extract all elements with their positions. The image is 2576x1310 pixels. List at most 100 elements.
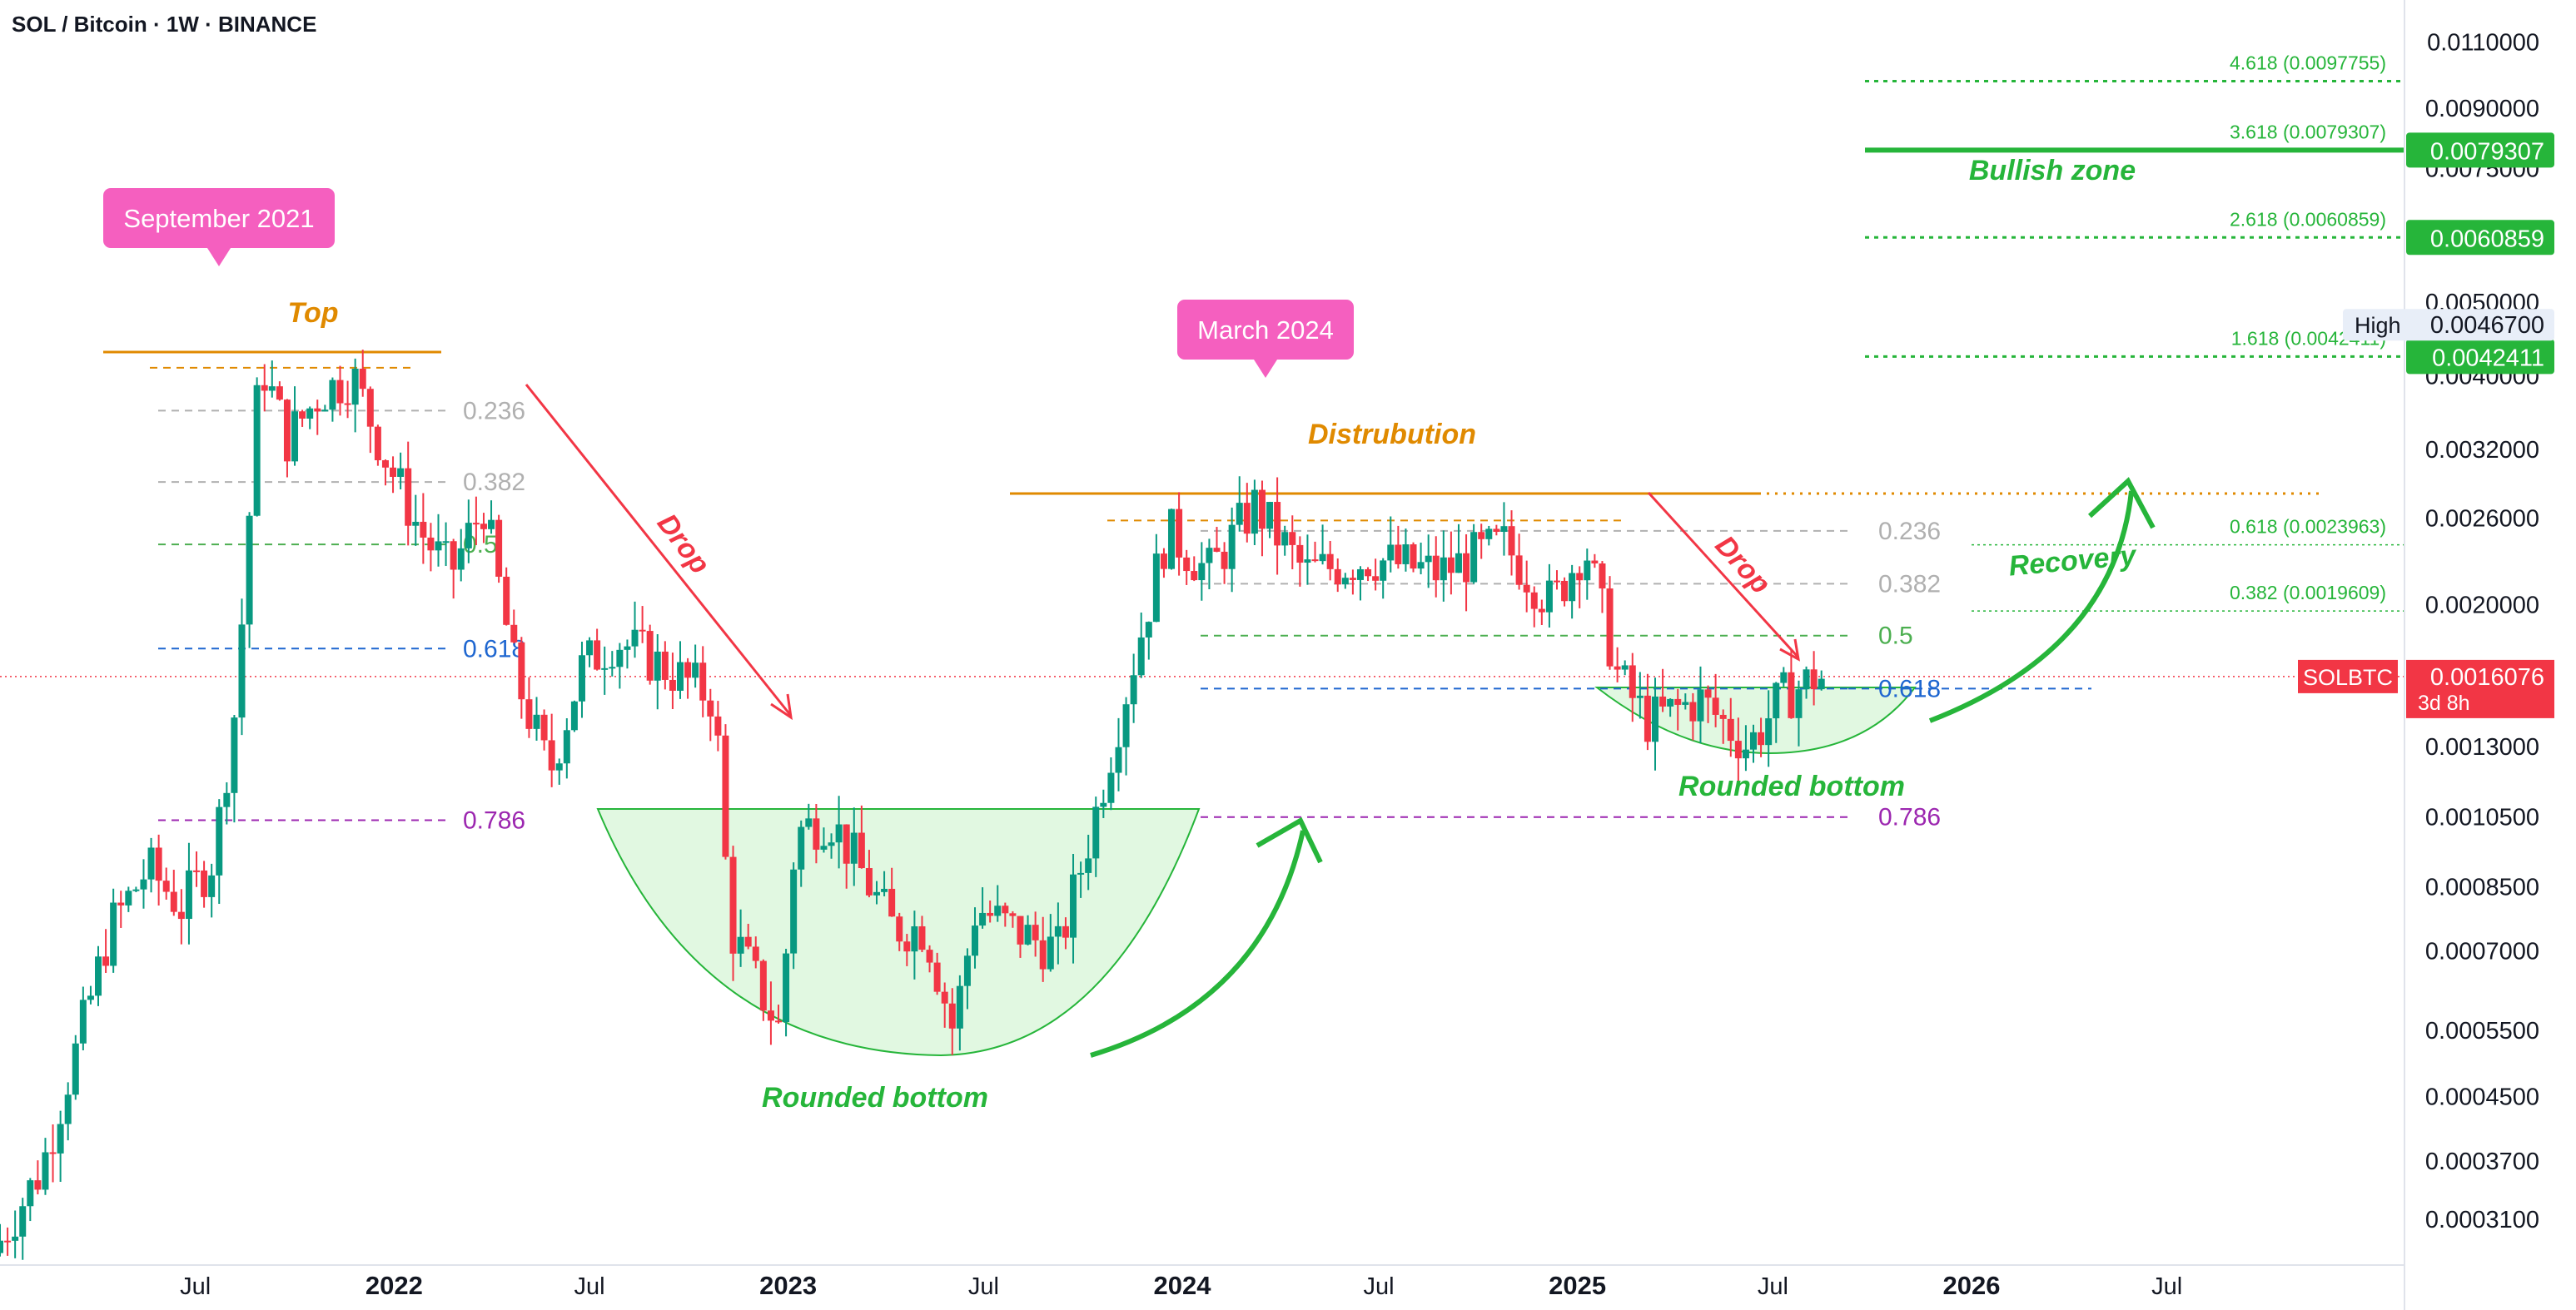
candle-body — [72, 1043, 79, 1095]
price-tick-label: 0.0003700 — [2425, 1149, 2539, 1175]
candle-body — [828, 842, 835, 846]
time-tick-label: Jul — [2151, 1273, 2182, 1300]
candle-body — [1009, 913, 1017, 916]
recovery-arrow-2-head — [2087, 477, 2156, 529]
candle-body — [1289, 532, 1296, 545]
candle-body — [843, 824, 850, 864]
fib-extension-label: 0.618 (0.0023963) — [2230, 516, 2386, 538]
candle-body — [1734, 741, 1742, 759]
candle-body — [616, 649, 624, 667]
candle-body — [472, 523, 480, 525]
candle-body — [578, 655, 585, 702]
march-2024-callout-pointer — [1254, 360, 1277, 378]
candle-body — [321, 409, 329, 412]
candle-body — [1523, 584, 1530, 593]
candle-body — [1092, 806, 1100, 859]
price-label-box — [2406, 339, 2554, 375]
candle-body — [563, 730, 570, 764]
time-tick-label: 2025 — [1549, 1271, 1606, 1300]
candle-body — [268, 386, 276, 391]
fib-left-label: 0.236 — [463, 397, 525, 424]
candle-body — [1145, 622, 1152, 638]
candle-body — [926, 950, 933, 963]
candle-body — [1750, 732, 1758, 750]
candle-body — [185, 870, 192, 920]
candle-body — [261, 385, 268, 391]
september-2021-callout-pointer — [207, 248, 231, 266]
candle-body — [1576, 573, 1584, 581]
candle-body — [1425, 555, 1432, 563]
candle-body — [1115, 747, 1122, 773]
candle-body — [314, 408, 321, 412]
current-price-text: 0.0016076 — [2430, 664, 2544, 691]
price-label-box — [2406, 132, 2554, 168]
candle-body — [555, 763, 563, 771]
high-label-tag: High — [2355, 313, 2401, 338]
candle-body — [19, 1206, 27, 1237]
candle-body — [405, 468, 412, 526]
price-axis[interactable]: 0.01100000.00900000.00750000.00600000.00… — [2298, 0, 2554, 1310]
candle-body — [1122, 704, 1130, 747]
recovery-arrow-2 — [1928, 490, 2134, 723]
candle-body — [858, 832, 865, 869]
candle-body — [336, 380, 344, 404]
candle-body — [783, 953, 790, 1023]
price-tick-label: 0.0026000 — [2425, 505, 2539, 532]
candle-body — [594, 640, 601, 670]
candle-body — [669, 679, 676, 691]
candle-body — [639, 629, 646, 632]
candle-body — [987, 912, 994, 916]
candle-body — [1682, 702, 1689, 705]
candle-body — [231, 717, 238, 793]
time-axis[interactable]: Jul 2022 Jul 2023 Jul 2024 Jul 2025 Jul 2026 Jul — [0, 1264, 2404, 1300]
time-tick-label: Jul — [180, 1273, 211, 1300]
fib-mid-label: 0.786 — [1878, 804, 1941, 831]
fib-left-label: 0.786 — [463, 807, 525, 835]
candle-body — [1304, 559, 1311, 563]
candle-body — [1765, 718, 1773, 746]
candle-body — [1629, 665, 1636, 698]
candle-body — [1440, 557, 1447, 581]
candle-body — [87, 995, 94, 1000]
price-tick-label: 0.0013000 — [2425, 734, 2539, 761]
candle-body — [888, 888, 896, 917]
fib-extension-label: 4.618 (0.0097755) — [2230, 52, 2386, 73]
price-tick-label: 0.0003100 — [2425, 1207, 2539, 1233]
candle-body — [767, 1010, 774, 1021]
candle-body — [1659, 696, 1667, 707]
candle-body — [480, 524, 487, 529]
candle-body — [1326, 553, 1334, 569]
candle-body — [57, 1124, 64, 1154]
candle-body — [1296, 544, 1304, 563]
candle-body — [692, 662, 699, 678]
candle-body — [147, 847, 155, 880]
candle-body — [813, 818, 820, 850]
candle-body — [1727, 718, 1734, 742]
candle-body — [1485, 528, 1493, 539]
candle-body — [1002, 906, 1009, 914]
fib-mid-label: 0.5 — [1878, 623, 1913, 650]
candle-body — [1599, 563, 1606, 589]
candle-body — [1719, 714, 1727, 719]
candle-body — [397, 468, 405, 477]
candle-body — [744, 936, 752, 947]
candle-body — [1341, 578, 1349, 585]
september-2021-callout-box — [103, 188, 335, 248]
candle-body — [631, 629, 639, 647]
time-tick-label: Jul — [968, 1273, 999, 1300]
candle-body — [1017, 916, 1024, 945]
candle-body — [1614, 666, 1621, 670]
time-tick-label: 2024 — [1154, 1271, 1212, 1300]
candle-body — [1758, 732, 1765, 746]
price-tick-label: 0.0110000 — [2427, 30, 2539, 57]
symbol-tag-box — [2298, 659, 2398, 693]
candle-body — [1160, 553, 1167, 569]
candle-body — [790, 869, 798, 954]
candle-body — [420, 521, 427, 538]
candle-body — [1206, 548, 1213, 563]
candle-body — [1652, 696, 1658, 742]
candle-body — [1704, 689, 1712, 698]
candle-body — [1493, 528, 1500, 533]
candle-body — [95, 956, 102, 996]
